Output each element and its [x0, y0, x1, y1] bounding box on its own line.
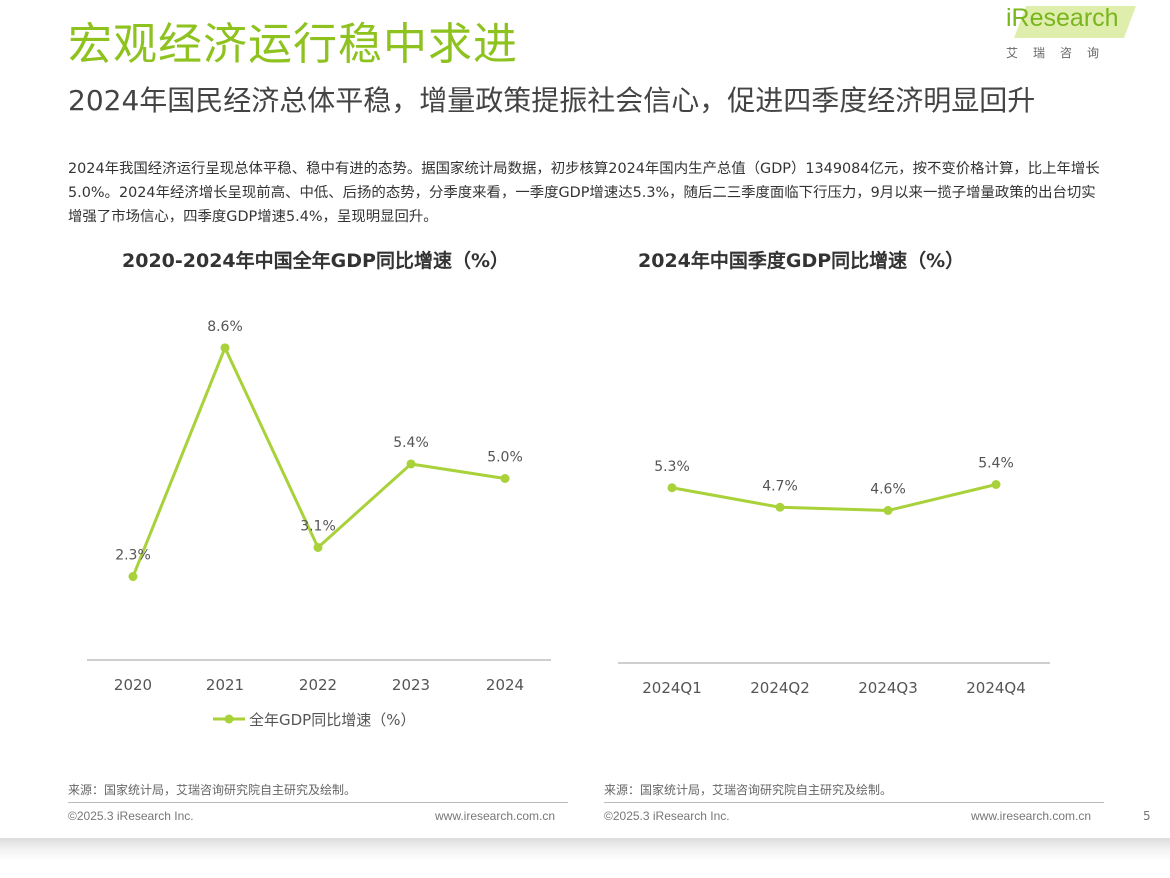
- annual-data-label: 3.1%: [300, 518, 336, 534]
- quarterly-chart-title: 2024年中国季度GDP同比增速（%）: [638, 250, 965, 272]
- quarterly-x-tick-label: 2024Q4: [966, 679, 1026, 697]
- logo-wordmark: iResearch: [1006, 4, 1119, 32]
- annual-x-tick-label: 2024: [486, 676, 524, 694]
- quarterly-data-label: 4.7%: [762, 478, 798, 494]
- page-number: 5: [1143, 809, 1151, 823]
- annual-x-tick-label: 2021: [206, 676, 244, 694]
- annual-data-point: [220, 343, 230, 353]
- logo-swoosh-icon: [1014, 6, 1136, 38]
- copyright-left: ©2025.3 iResearch Inc.: [68, 809, 194, 823]
- annual-series-line: [131, 346, 506, 578]
- website-link-right[interactable]: www.iresearch.com.cn: [971, 809, 1092, 823]
- iresearch-logo: iResearch 艾瑞咨询: [1006, 4, 1140, 62]
- summary-paragraph: 2024年我国经济运行呈现总体平稳、稳中有进的态势。据国家统计局数据，初步核算2…: [68, 161, 1100, 225]
- annual-data-label: 8.6%: [207, 319, 243, 335]
- quarterly-data-label: 5.3%: [654, 459, 690, 475]
- quarterly-data-point: [883, 506, 893, 515]
- annual-x-tick-label: 2020: [114, 676, 152, 694]
- annual-data-point: [313, 542, 323, 552]
- charts-canvas: 2.3% 2020 8.6% 2021 3.1% 2022 5.4% 2023 5.0% 2024…: [87, 319, 1050, 729]
- quarterly-data-point: [667, 483, 677, 493]
- page-title: 宏观经济运行稳中求进: [68, 19, 518, 70]
- page-subtitle: 2024年国民经济总体平稳，增量政策提振社会信心，促进四季度经济明显回升: [68, 84, 1036, 117]
- logo-subtitle: 艾瑞咨询: [1006, 46, 1115, 60]
- website-link-left[interactable]: www.iresearch.com.cn: [435, 809, 556, 823]
- quarterly-series-line: [671, 483, 997, 512]
- source-note-right: 来源：国家统计局，艾瑞咨询研究院自主研究及绘制。: [604, 783, 893, 797]
- page-bottom-edge: [0, 838, 1170, 878]
- annual-x-tick-label: 2023: [392, 676, 430, 694]
- quarterly-data-label: 4.6%: [870, 482, 906, 498]
- quarterly-x-tick-label: 2024Q1: [642, 679, 702, 697]
- annual-data-point: [128, 572, 138, 582]
- copyright-right: ©2025.3 iResearch Inc.: [604, 809, 730, 823]
- annual-x-tick-label: 2022: [299, 676, 337, 694]
- annual-data-point: [500, 474, 510, 483]
- annual-data-point: [406, 459, 416, 469]
- quarterly-x-tick-label: 2024Q3: [858, 679, 918, 697]
- annual-legend-label: 全年GDP同比增速（%）: [249, 711, 415, 729]
- annual-data-label: 5.4%: [393, 435, 429, 451]
- footer-divider-right: [604, 802, 1104, 803]
- source-note-left: 来源：国家统计局，艾瑞咨询研究院自主研究及绘制。: [68, 783, 357, 797]
- quarterly-x-tick-label: 2024Q2: [750, 679, 810, 697]
- quarterly-data-point: [775, 502, 785, 512]
- annual-data-label: 5.0%: [487, 450, 523, 466]
- footer-divider-left: [68, 802, 568, 803]
- quarterly-data-label: 5.4%: [978, 456, 1014, 472]
- annual-data-label: 2.3%: [115, 548, 151, 564]
- annual-legend-marker: [224, 714, 234, 724]
- slide: 宏观经济运行稳中求进 iResearch 艾瑞咨询 2024年国民经济总体平稳，…: [68, 4, 1151, 823]
- quarterly-data-point: [991, 480, 1001, 489]
- annual-chart-title: 2020-2024年中国全年GDP同比增速（%）: [122, 250, 509, 272]
